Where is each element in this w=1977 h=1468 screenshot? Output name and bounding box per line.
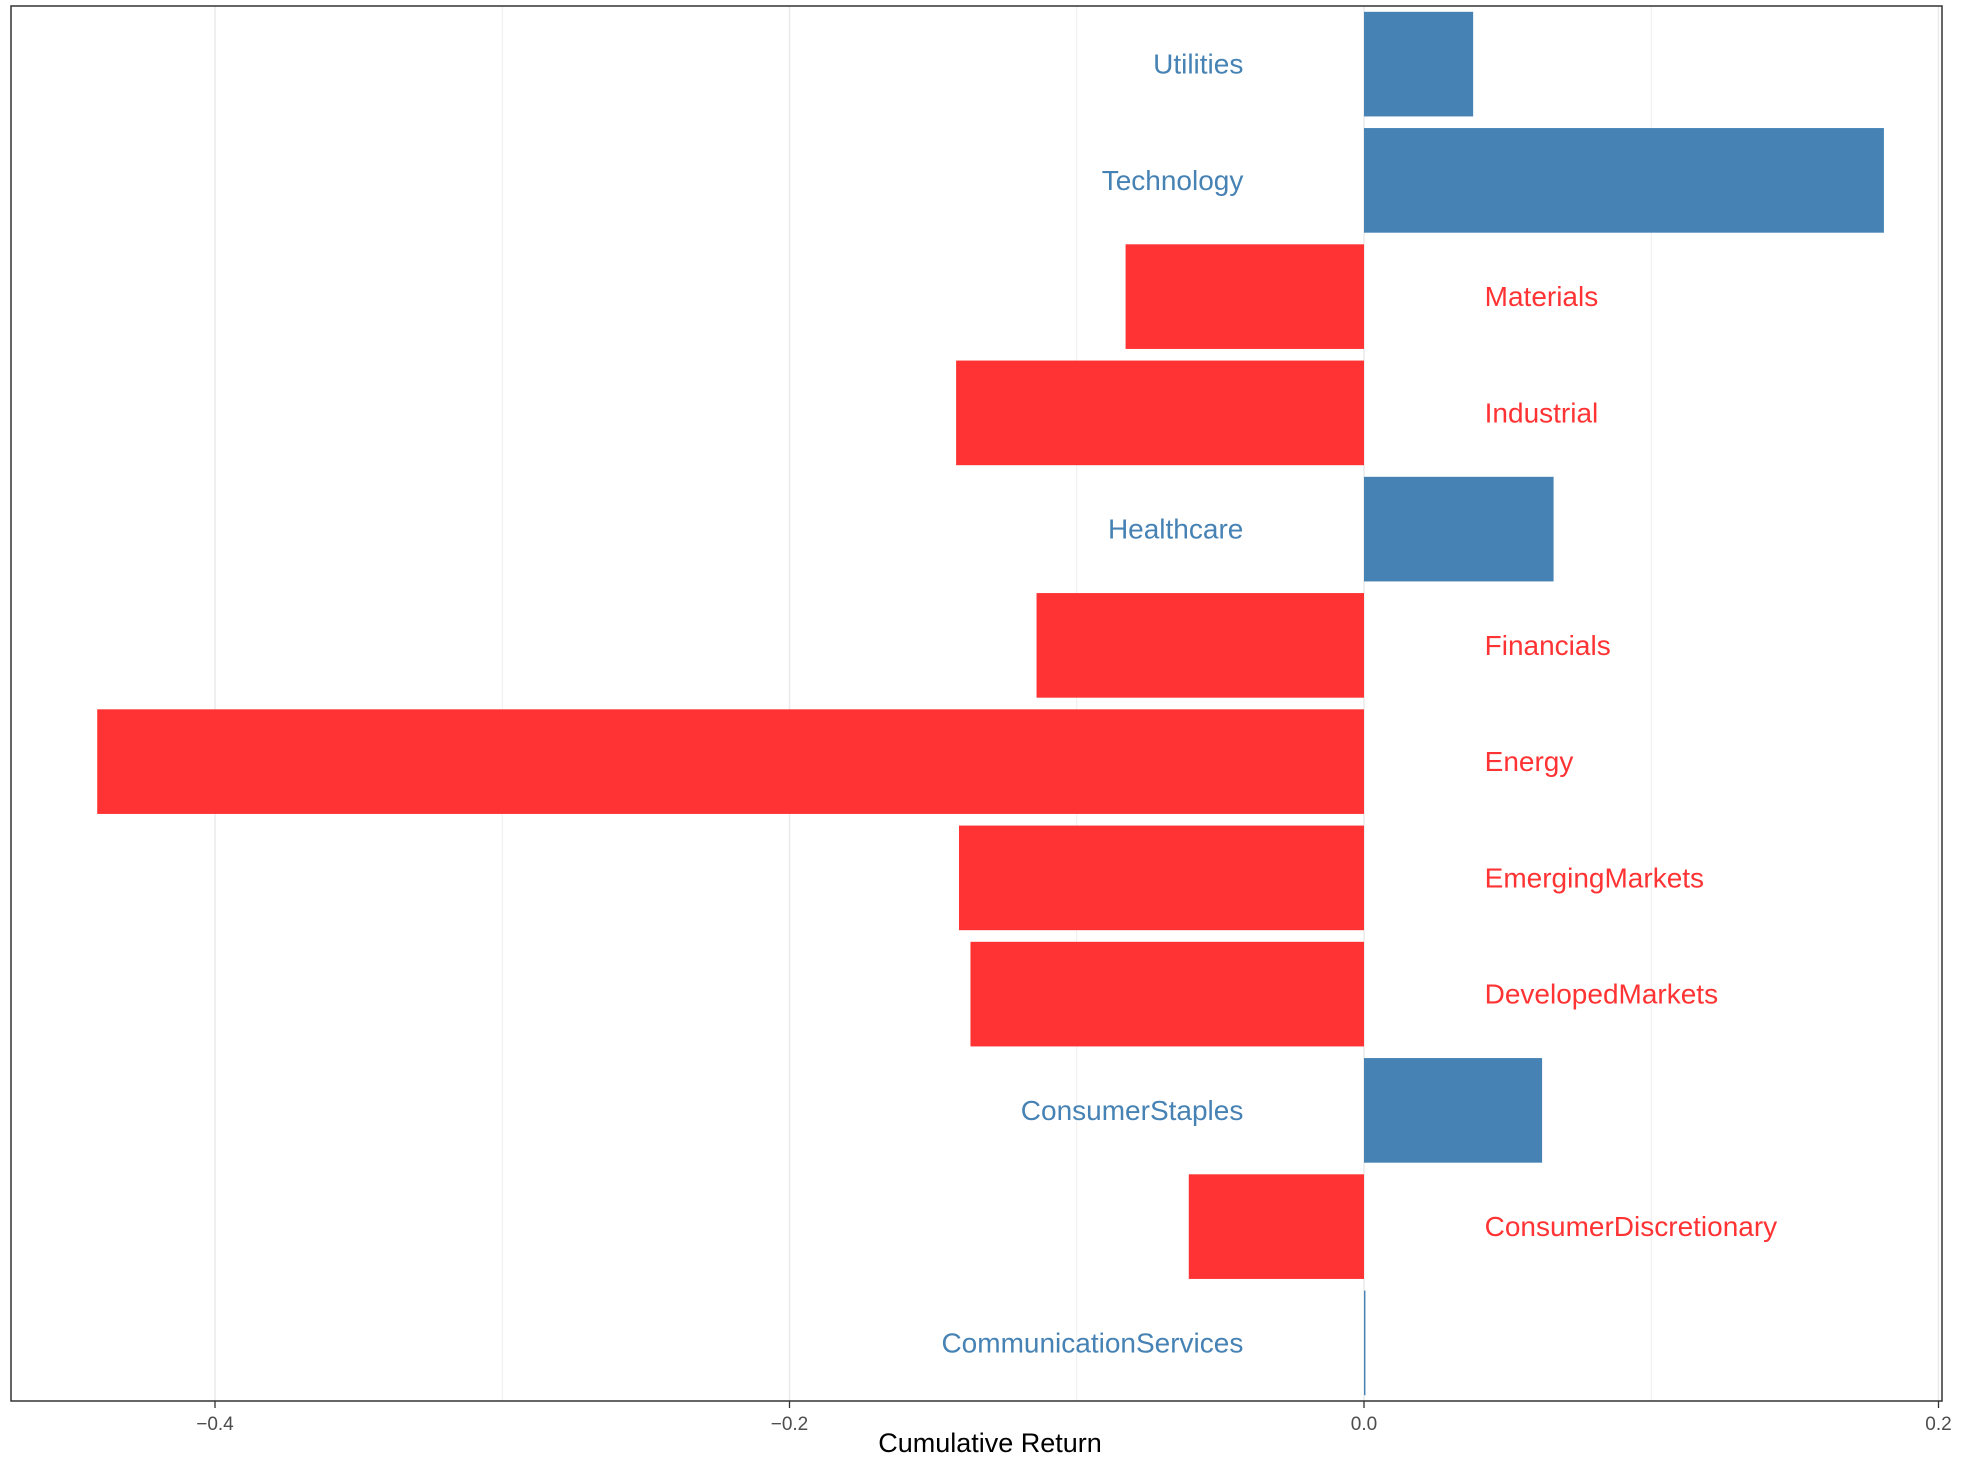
bar-utilities [1364, 11, 1474, 117]
bar-consumerdiscretionary [1188, 1174, 1364, 1279]
bar-label-financials: Financials [1485, 630, 1611, 661]
x-axis-title: Cumulative Return [878, 1428, 1102, 1458]
bar-labels: Utilities Technology Materials Industrial He… [941, 49, 1777, 1359]
x-tick-label: 0.2 [1925, 1414, 1951, 1435]
bar-industrial [956, 360, 1364, 466]
bar-label-communicationservices: CommunicationServices [941, 1327, 1243, 1358]
bar-healthcare [1364, 476, 1554, 582]
bar-label-technology: Technology [1102, 165, 1244, 196]
bar-materials [1125, 244, 1364, 349]
bar-label-industrial: Industrial [1485, 397, 1599, 428]
x-tick-label: 0.0 [1351, 1414, 1377, 1435]
bars [97, 11, 1884, 1396]
x-tick-label: −0.2 [771, 1414, 809, 1435]
bar-energy [97, 709, 1364, 814]
bar-developedmarkets [970, 941, 1364, 1047]
bar-consumerstaples [1364, 1058, 1543, 1163]
bar-label-consumerdiscretionary: ConsumerDiscretionary [1485, 1211, 1778, 1242]
bar-emergingmarkets [958, 825, 1364, 931]
bar-label-emergingmarkets: EmergingMarkets [1485, 862, 1704, 893]
bar-label-developedmarkets: DevelopedMarkets [1485, 979, 1718, 1010]
bar-label-energy: Energy [1485, 746, 1574, 777]
x-tick-label: −0.4 [196, 1414, 234, 1435]
bar-financials [1036, 593, 1364, 698]
bar-label-materials: Materials [1485, 281, 1599, 312]
bar-label-utilities: Utilities [1153, 49, 1243, 80]
bar-label-healthcare: Healthcare [1108, 514, 1243, 545]
bar-communicationservices [1364, 1290, 1366, 1396]
bar-technology [1364, 128, 1884, 233]
x-axis: −0.4 −0.2 0.0 0.2 [196, 1401, 1952, 1435]
grid-lines [214, 6, 1940, 1401]
bar-label-consumerstaples: ConsumerStaples [1021, 1095, 1244, 1126]
panel-border [10, 5, 1943, 1402]
